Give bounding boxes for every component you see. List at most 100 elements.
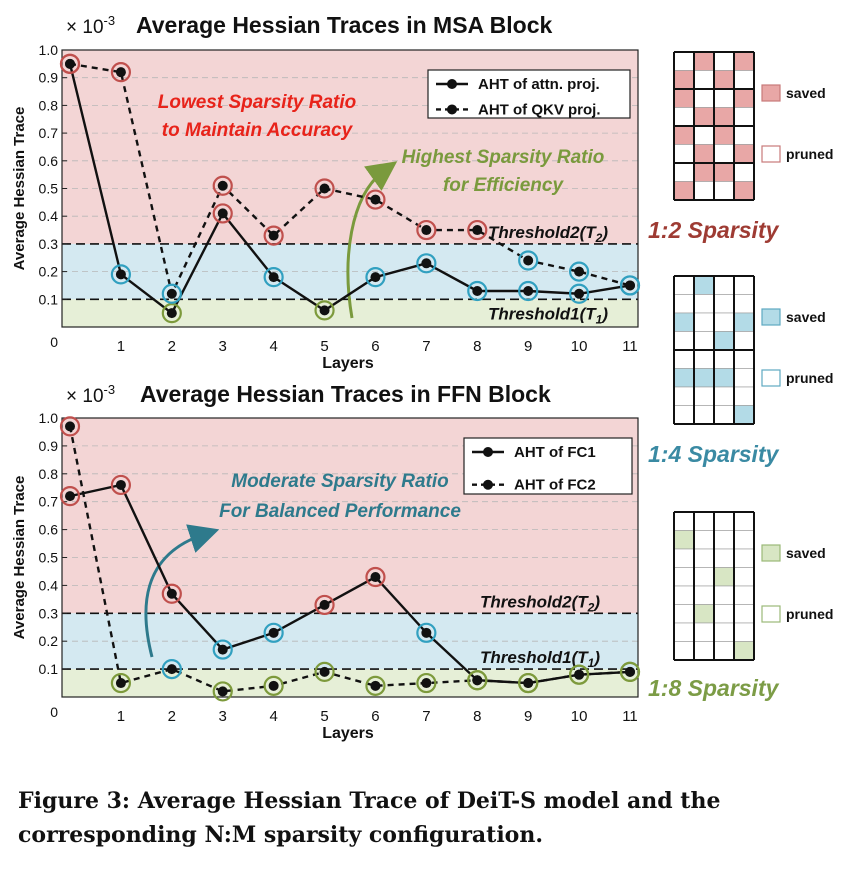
pruned-label: pruned [786,146,833,162]
legend-label: AHT of attn. proj. [478,76,600,93]
legend-label: AHT of QKV proj. [478,101,601,118]
grid-cell [713,604,735,624]
data-point [115,269,126,280]
grid-cell [673,585,695,605]
data-point [115,678,126,689]
grid-cell [733,312,755,332]
grid-cell [713,548,735,568]
y-tick-label: 0.6 [39,522,59,538]
grid-cell [673,511,695,531]
grid-cell [673,294,695,314]
saved-swatch [761,308,781,326]
grid-cell [733,386,755,406]
data-point [217,180,228,191]
data-point [421,678,432,689]
grid-cell [693,530,715,550]
grid-cell [673,144,695,164]
y-axis-label: Average Hessian Trace [11,107,28,271]
saved-swatch [761,544,781,562]
y-tick-label: 0.5 [39,550,59,566]
data-ring [161,658,182,680]
grid-cell [733,567,755,587]
legend-marker [483,447,493,457]
grid-cell [673,641,695,661]
grid-cell [673,162,695,182]
data-ring [161,283,182,304]
data-ring [365,566,386,588]
data-ring [416,672,437,694]
threshold-label: Threshold2(T2) [488,223,608,245]
grid-cell [713,181,735,201]
data-point [625,280,635,291]
grid-cell [673,567,695,587]
figure: Threshold2(T2) Threshold1(T1) 1.0 0.9 0.8 0.7… [11,12,833,742]
grid-cell [673,604,695,624]
grid-cell [713,125,735,145]
grid-cell [733,107,755,127]
data-point [268,680,279,691]
annotation-line1: Moderate Sparsity Ratio [231,471,449,492]
threshold-label: Threshold2(T2) [480,592,600,614]
pruned-label: pruned [786,606,833,622]
data-ring [212,203,233,224]
chart-title: Average Hessian Traces in MSA Block [136,12,553,38]
grid-cell [693,125,715,145]
data-ring [619,275,641,296]
x-tick-label: 3 [219,338,227,355]
data-ring [416,253,437,274]
grid-cell [673,548,695,568]
data-point [472,285,483,296]
data-ring [568,283,590,304]
legend-marker [447,79,457,89]
data-point [421,627,432,638]
data-ring [314,661,335,682]
grid-cell [733,144,755,164]
grid-cell [673,125,695,145]
grid-cell [713,51,735,71]
grid-cell [673,70,695,90]
data-ring [365,675,386,696]
zone-low [62,669,638,697]
x-tick-label: 9 [524,338,532,355]
data-ring [365,267,386,288]
series-line [69,62,631,298]
data-ring [467,219,488,241]
data-ring [314,300,335,321]
legend-box [427,69,631,119]
y-tick-label: 0.7 [39,494,59,510]
legend-label: AHT of FC1 [514,444,596,461]
grid-cell [693,585,715,605]
data-point [523,678,534,689]
grid-cell [673,51,695,71]
grid-cell [733,275,755,295]
data-ring [161,583,182,604]
data-point [268,272,279,283]
grid-cell [713,162,735,182]
data-point [421,225,432,236]
pruned-swatch [761,605,781,623]
data-ring [212,639,233,660]
data-ring [314,594,335,616]
scale-label: × 10-3 [66,382,115,407]
grid-cell [673,530,695,550]
grid-cell [733,88,755,108]
grid-cell [673,275,695,295]
data-ring [59,53,81,74]
grid-cell [673,622,695,642]
data-point [166,588,177,599]
data-point [370,194,381,205]
data-point [166,308,177,319]
grid-cell [713,368,735,388]
grid-cell [693,331,715,351]
grid-cell [713,405,735,425]
x-tick-label: 2 [168,708,176,725]
grid-cell [713,88,735,108]
data-ring [619,661,641,682]
grid-cell [713,530,735,550]
threshold-label: Threshold1(T1) [488,304,608,326]
data-ring [263,675,284,696]
x-axis-label: Layers [322,355,374,372]
grid-cell [693,548,715,568]
sparsity-panel-2: saved pruned 1:4 Sparsity [648,275,833,467]
data-ring [568,664,590,685]
